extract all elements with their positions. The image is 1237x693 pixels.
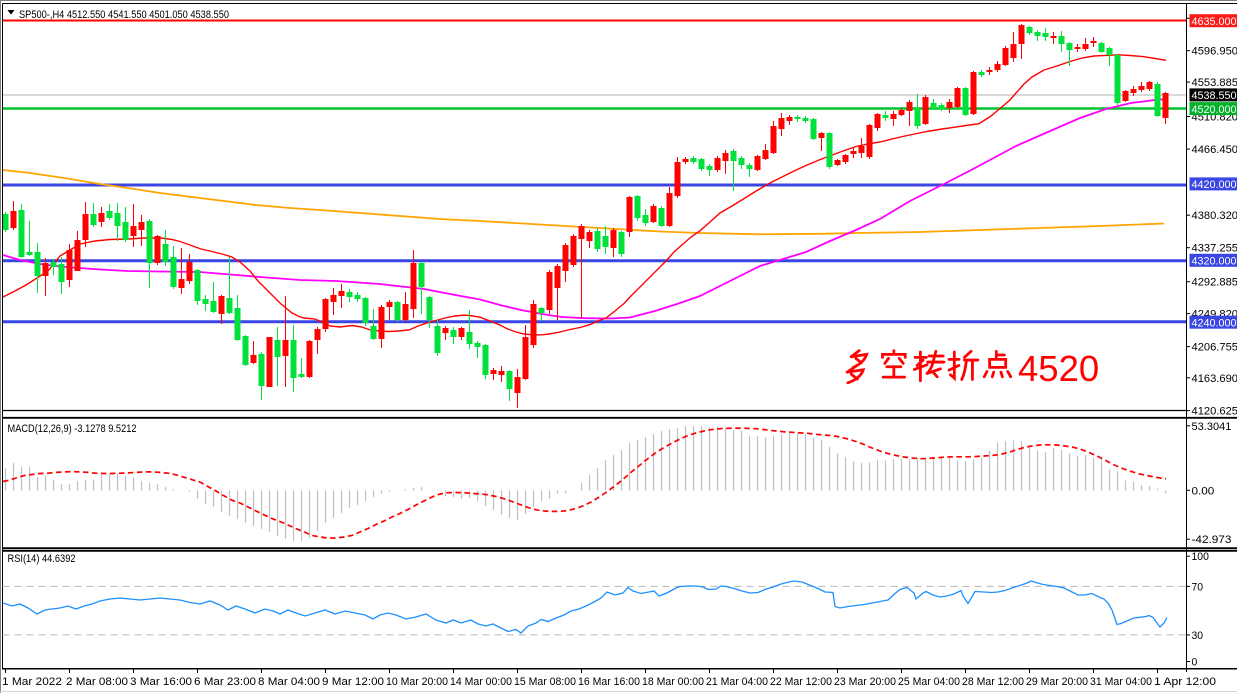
svg-text:15 Mar 08:00: 15 Mar 08:00 (514, 676, 576, 688)
svg-text:4206.755: 4206.755 (1192, 342, 1237, 354)
svg-text:4380.320: 4380.320 (1192, 210, 1237, 222)
svg-text:4538.550: 4538.550 (1192, 90, 1237, 102)
svg-text:4420.000: 4420.000 (1192, 179, 1237, 191)
svg-text:3 Mar 16:00: 3 Mar 16:00 (130, 676, 192, 688)
svg-text:4120.625: 4120.625 (1192, 406, 1237, 418)
svg-text:SP500-,H4 4512.550 4541.550 4: SP500-,H4 4512.550 4541.550 4501.050 453… (19, 9, 229, 21)
svg-text:9 Mar 12:00: 9 Mar 12:00 (322, 676, 384, 688)
svg-text:4635.000: 4635.000 (1192, 16, 1237, 28)
svg-text:28 Mar 12:00: 28 Mar 12:00 (962, 676, 1024, 688)
svg-text:23 Mar 20:00: 23 Mar 20:00 (834, 676, 896, 688)
svg-text:0: 0 (1192, 657, 1198, 669)
svg-text:30: 30 (1192, 630, 1204, 642)
svg-text:4553.885: 4553.885 (1192, 77, 1237, 89)
svg-text:53.3041: 53.3041 (1192, 421, 1232, 433)
svg-text:4520: 4520 (1018, 348, 1099, 389)
svg-text:RSI(14) 44.6392: RSI(14) 44.6392 (8, 553, 76, 565)
svg-text:6 Mar 23:00: 6 Mar 23:00 (194, 676, 256, 688)
svg-text:2 Mar 08:00: 2 Mar 08:00 (66, 676, 128, 688)
svg-text:MACD(12,26,9) -3.1278 9.5212: MACD(12,26,9) -3.1278 9.5212 (8, 423, 137, 435)
svg-text:4337.255: 4337.255 (1192, 243, 1237, 255)
svg-text:-42.973: -42.973 (1192, 534, 1232, 546)
svg-text:14 Mar 00:00: 14 Mar 00:00 (450, 676, 512, 688)
svg-text:16 Mar 16:00: 16 Mar 16:00 (578, 676, 640, 688)
svg-text:70: 70 (1192, 581, 1204, 593)
svg-text:4596.950: 4596.950 (1192, 46, 1237, 58)
svg-text:1 Mar 2022: 1 Mar 2022 (2, 676, 62, 688)
svg-text:0.00: 0.00 (1192, 485, 1215, 497)
svg-text:1 Apr 12:00: 1 Apr 12:00 (1154, 676, 1216, 688)
svg-text:4320.000: 4320.000 (1192, 256, 1237, 268)
svg-text:8 Mar 04:00: 8 Mar 04:00 (258, 676, 320, 688)
svg-text:4520.000: 4520.000 (1192, 104, 1237, 116)
svg-text:21 Mar 04:00: 21 Mar 04:00 (706, 676, 768, 688)
svg-text:29 Mar 20:00: 29 Mar 20:00 (1026, 676, 1088, 688)
svg-text:31 Mar 04:00: 31 Mar 04:00 (1090, 676, 1152, 688)
svg-text:18 Mar 00:00: 18 Mar 00:00 (642, 676, 704, 688)
svg-text:100: 100 (1192, 551, 1209, 563)
svg-text:25 Mar 04:00: 25 Mar 04:00 (898, 676, 960, 688)
svg-text:10 Mar 20:00: 10 Mar 20:00 (386, 676, 448, 688)
svg-text:4466.450: 4466.450 (1192, 144, 1237, 156)
svg-text:4292.885: 4292.885 (1192, 277, 1237, 289)
svg-text:4163.690: 4163.690 (1192, 373, 1237, 385)
svg-text:4240.000: 4240.000 (1192, 317, 1237, 329)
svg-text:22 Mar 12:00: 22 Mar 12:00 (770, 676, 832, 688)
